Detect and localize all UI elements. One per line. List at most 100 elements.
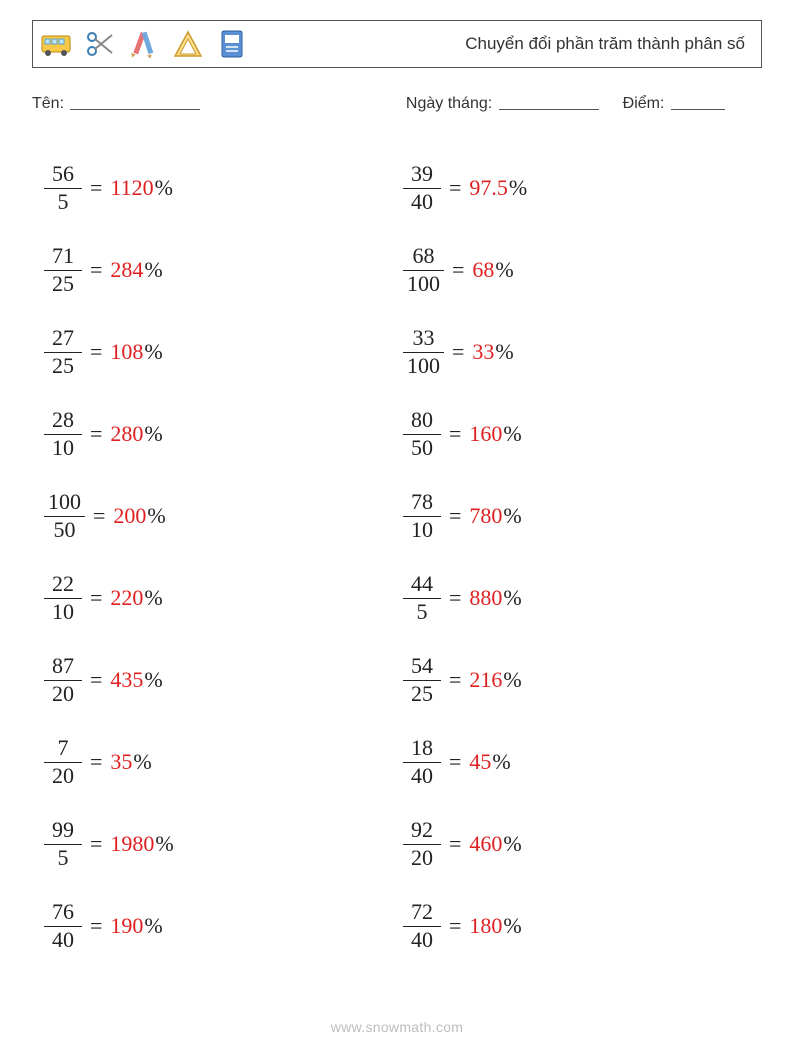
percent-sign: % [144,913,162,939]
fraction-numerator: 54 [407,654,437,679]
problem-row: 2210 = 220% [44,557,403,639]
scissors-icon [83,27,117,61]
worksheet-header: Chuyển đổi phần trăm thành phân số [32,20,762,68]
equals-sign: = [449,585,461,611]
percent-sign: % [503,503,521,529]
equals-sign: = [90,421,102,447]
problem-row: 5425=216% [403,639,762,721]
percent-sign: % [503,831,521,857]
fraction-denominator: 50 [44,516,85,542]
fraction-denominator: 40 [403,762,441,788]
fraction-numerator: 18 [407,736,437,761]
problems-col-left: 565=1120%7125=284%2725=108%2810=280%1005… [32,147,403,967]
score-label: Điểm: [623,95,665,112]
fraction-denominator: 40 [44,926,82,952]
fraction-denominator: 50 [403,434,441,460]
fraction-denominator: 25 [403,680,441,706]
percent-sign: % [492,749,510,775]
problem-row: 7125=284% [44,229,403,311]
fraction-numerator: 78 [407,490,437,515]
fraction-denominator: 10 [44,434,82,460]
equals-sign: = [90,585,102,611]
percent-sign: % [144,667,162,693]
fraction: 445 [403,572,441,623]
name-label: Tên: [32,95,64,112]
protractor-icon [171,27,205,61]
fraction-denominator: 5 [403,598,441,624]
fraction: 2810 [44,408,82,459]
date-label: Ngày tháng: [406,95,492,112]
answer-value: 880 [469,585,502,611]
equals-sign: = [449,421,461,447]
answer-value: 216 [469,667,502,693]
answer-value: 200 [113,503,146,529]
answer-value: 280 [110,421,143,447]
fraction-denominator: 20 [403,844,441,870]
problems-col-right: 3940=97.5%68100=68%33100=33%8050=160%781… [403,147,762,967]
answer-value: 45 [469,749,491,775]
problem-row: 2810 = 280% [44,393,403,475]
pencils-icon [127,27,161,61]
fraction-numerator: 7 [54,736,73,761]
equals-sign: = [90,257,102,283]
score-blank [671,96,725,110]
equals-sign: = [449,831,461,857]
answer-value: 33 [472,339,494,365]
book-icon [215,27,249,61]
equals-sign: = [90,667,102,693]
fraction-denominator: 20 [44,762,82,788]
problem-row: 3940=97.5% [403,147,762,229]
answer-value: 460 [469,831,502,857]
answer-value: 220 [110,585,143,611]
fraction-numerator: 27 [48,326,78,351]
problem-row: 7810 = 780% [403,475,762,557]
fraction: 2210 [44,572,82,623]
fraction: 7640 [44,900,82,951]
answer-value: 780 [469,503,502,529]
fraction-numerator: 28 [48,408,78,433]
problem-row: 2725=108% [44,311,403,393]
percent-sign: % [144,421,162,447]
answer-value: 97.5 [469,175,508,201]
equals-sign: = [90,175,102,201]
name-blank [70,96,200,110]
fraction-numerator: 80 [407,408,437,433]
fraction-numerator: 39 [407,162,437,187]
answer-value: 190 [110,913,143,939]
fraction-denominator: 25 [44,270,82,296]
problem-row: 565=1120% [44,147,403,229]
fraction-denominator: 40 [403,926,441,952]
fraction: 10050 [44,490,85,541]
percent-sign: % [155,175,173,201]
problem-row: 995=1980% [44,803,403,885]
equals-sign: = [452,339,464,365]
fraction-denominator: 40 [403,188,441,214]
footer-link: www.snowmath.com [0,1019,794,1035]
equals-sign: = [90,749,102,775]
percent-sign: % [155,831,173,857]
bus-icon [39,27,73,61]
problem-row: 7240=180% [403,885,762,967]
equals-sign: = [449,667,461,693]
fraction-numerator: 68 [409,244,439,269]
percent-sign: % [495,339,513,365]
equals-sign: = [452,257,464,283]
equals-sign: = [449,913,461,939]
equals-sign: = [90,913,102,939]
answer-value: 1120 [110,175,153,201]
percent-sign: % [144,585,162,611]
header-icons [39,27,249,61]
fraction-denominator: 20 [44,680,82,706]
percent-sign: % [147,503,165,529]
equals-sign: = [90,831,102,857]
percent-sign: % [144,339,162,365]
fraction-denominator: 25 [44,352,82,378]
percent-sign: % [503,421,521,447]
answer-value: 1980 [110,831,154,857]
answer-value: 180 [469,913,502,939]
equals-sign: = [449,503,461,529]
answer-value: 435 [110,667,143,693]
fraction-denominator: 10 [403,516,441,542]
worksheet-title: Chuyển đổi phần trăm thành phân số [465,34,751,54]
percent-sign: % [503,913,521,939]
